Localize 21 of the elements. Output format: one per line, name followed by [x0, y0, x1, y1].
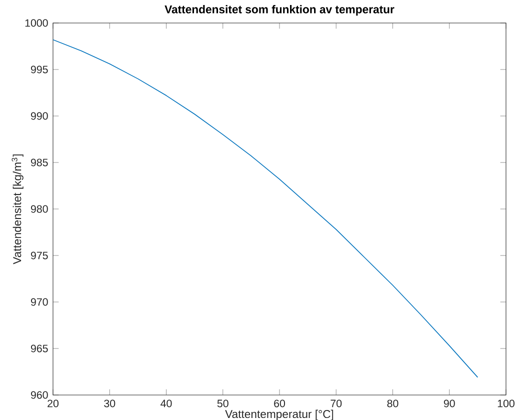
y-tick-label: 975	[31, 252, 48, 260]
x-tick-label: 20	[48, 400, 59, 408]
y-tick-label: 995	[31, 66, 48, 74]
y-tick-label: 985	[31, 158, 48, 166]
y-tick-label: 960	[31, 391, 48, 399]
y-tick-label: 1000	[25, 19, 48, 27]
x-tick-label: 90	[444, 400, 455, 408]
x-tick-label: 50	[217, 400, 228, 408]
x-tick-label: 70	[330, 400, 342, 408]
y-axis-title: Vattendensitet [kg/m$^{3}$]	[12, 154, 24, 264]
y-tick-label: 980	[31, 205, 48, 213]
x-tick-label: 40	[160, 400, 172, 408]
chart-title: Vattendensitet som funktion av temperatur	[164, 5, 394, 16]
y-tick-label: 965	[31, 344, 48, 352]
x-tick-label: 100	[498, 400, 514, 408]
x-tick-label: 60	[274, 400, 286, 408]
x-tick-label: 80	[387, 400, 398, 408]
x-axis-title: Vattentemperatur [°C]	[225, 410, 334, 420]
x-tick-label: 30	[104, 400, 116, 408]
y-tick-label: 970	[31, 298, 48, 306]
y-tick-label: 990	[31, 112, 48, 120]
